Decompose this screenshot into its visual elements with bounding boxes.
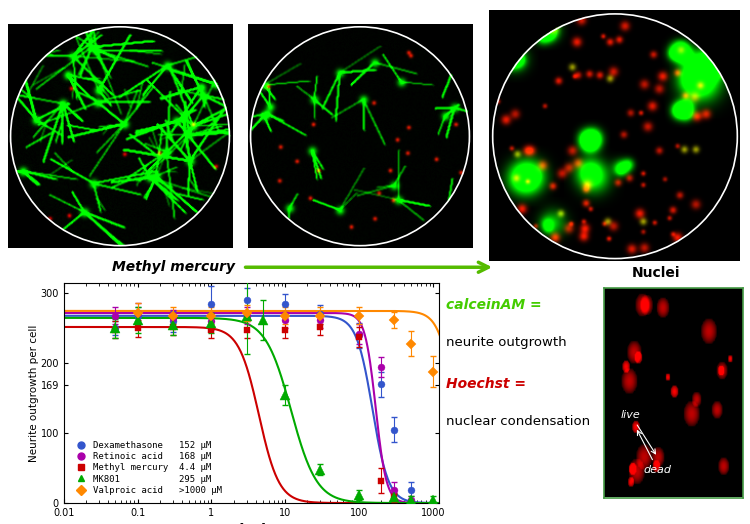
X-axis label: [µM]: [µM]: [237, 523, 266, 524]
Text: calceinAM =: calceinAM =: [446, 298, 542, 312]
Text: Methyl mercury: Methyl mercury: [112, 260, 236, 274]
Text: live: live: [621, 410, 656, 454]
Y-axis label: Neurite outgrowth per cell: Neurite outgrowth per cell: [29, 324, 39, 462]
Text: nuclear condensation: nuclear condensation: [446, 415, 590, 428]
Text: dead: dead: [638, 431, 672, 475]
Text: Nuclei: Nuclei: [632, 266, 680, 280]
Legend: Dexamethasone   152 µM, Retinoic acid   168 µM, Methyl mercury  4.4 µM, MK801   : Dexamethasone 152 µM, Retinoic acid 168 …: [68, 437, 225, 498]
Text: Hoechst =: Hoechst =: [446, 377, 526, 391]
Text: neurite outgrowth: neurite outgrowth: [446, 336, 567, 349]
